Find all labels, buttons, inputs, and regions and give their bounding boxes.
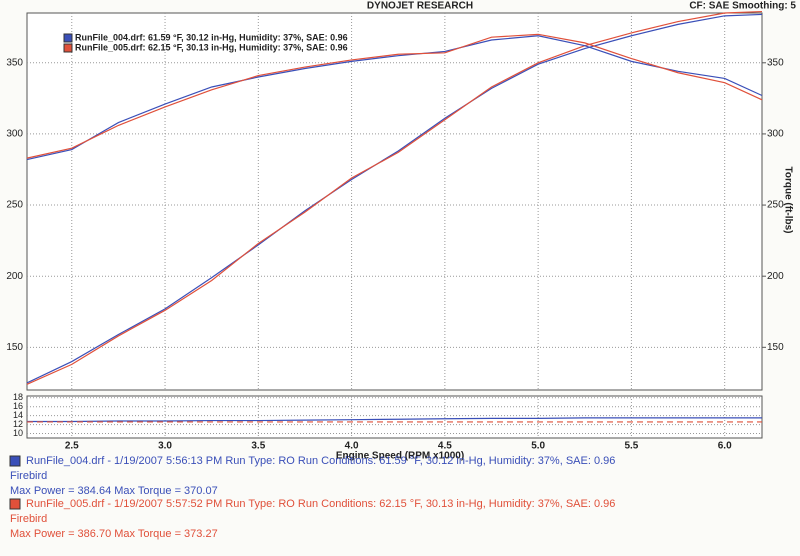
line-series [26,10,763,385]
x-tick-label: 2.5 [65,441,79,452]
run-swatch [9,455,21,467]
run-info-text: Max Power = 386.70 Max Torque = 373.27 [10,528,218,540]
run-swatch [9,498,21,510]
x-tick-label: 6.0 [718,441,732,452]
line-series [26,13,763,384]
afr-tick-label: 12 [13,419,23,429]
afr-frame [26,395,763,439]
run-info-text: RunFile_005.drf - 1/19/2007 5:57:52 PM R… [26,498,615,510]
x-tick-label: 3.0 [158,441,172,452]
y-tick-label: 300 [6,129,23,140]
y-tick-label: 350 [6,57,23,68]
afr-tick-label: 16 [13,401,23,411]
legend-label: RunFile_004.drf: 61.59 °F, 30.12 in-Hg, … [75,32,348,42]
line-series [27,417,762,423]
run-info-text: Firebird [10,513,47,525]
run-info-text: Firebird [10,470,47,482]
line-series [26,35,763,161]
chart-title: DYNOJET RESEARCH [367,1,473,12]
chart-subtitle: CF: SAE Smoothing: 5 [689,1,796,12]
afr-tick-label: 18 [13,392,23,402]
legend-swatch [63,33,73,43]
y-tick-label: 250 [6,200,23,211]
line-series [26,33,763,159]
x-tick-label: 4.0 [345,441,359,452]
y-tick-label: 200 [6,271,23,282]
y2-tick-label: 250 [767,200,784,211]
x-tick-label: 4.5 [438,441,452,452]
run-info-text: Max Power = 384.64 Max Torque = 370.07 [10,485,218,497]
y2-axis-label: Torque (ft-lbs) [782,166,793,233]
x-axis-label: Engine Speed (RPM x1000) [336,451,464,462]
legend-swatch [63,43,73,53]
y2-tick-label: 300 [767,129,784,140]
plot-frame [26,12,763,391]
x-tick-label: 5.5 [624,441,638,452]
run-info-text: RunFile_004.drf - 1/19/2007 5:56:13 PM R… [26,455,615,467]
legend-label: RunFile_005.drf: 62.15 °F, 30.13 in-Hg, … [75,42,348,52]
x-tick-label: 3.5 [251,441,265,452]
afr-tick-label: 10 [13,428,23,438]
afr-tick-label: 14 [13,410,23,420]
x-tick-label: 5.0 [531,441,545,452]
y2-tick-label: 150 [767,342,784,353]
y2-tick-label: 350 [767,57,784,68]
y-tick-label: 150 [6,342,23,353]
y2-tick-label: 200 [767,271,784,282]
